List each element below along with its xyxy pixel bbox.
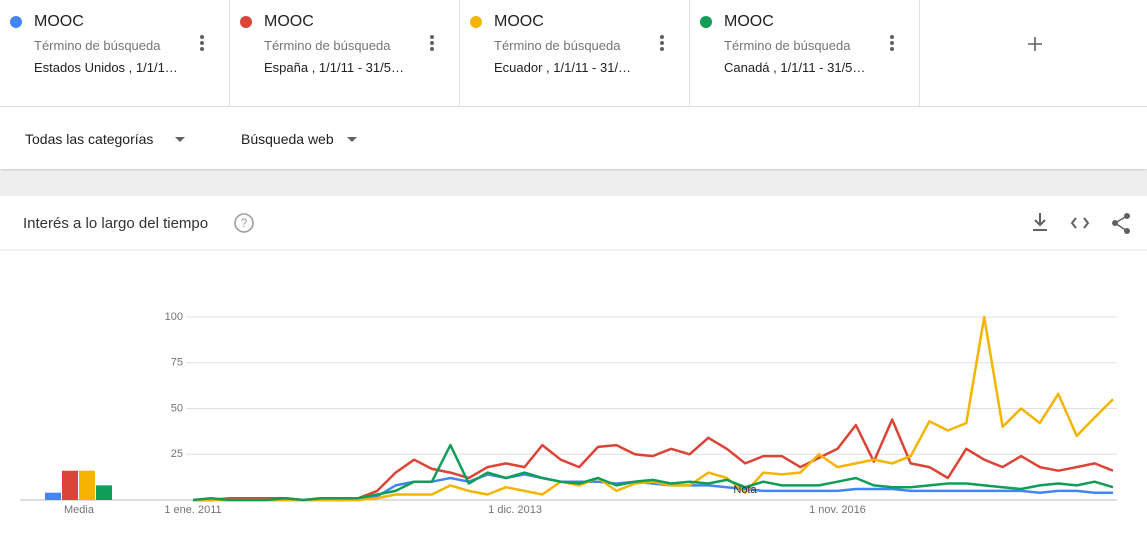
help-icon[interactable]: ? [234,213,254,233]
svg-text:?: ? [241,216,248,230]
series-color [700,16,712,28]
y-tick-label: 25 [171,448,183,460]
series-color [240,16,252,28]
chart-title: Interés a lo largo del tiempo [23,215,208,232]
y-tick-label: 100 [165,311,183,323]
term-card[interactable]: MOOC Término de búsqueda Canadá , 1/1/11 -… [690,0,920,106]
embed-button[interactable] [1070,217,1090,229]
x-tick-label: 1 dic. 2013 [488,504,542,516]
filter-bar: Todas las categorías Búsqueda web [0,107,1147,169]
term: MOOC [724,13,774,30]
menu-button[interactable] [888,34,896,52]
menu-button[interactable] [198,34,206,52]
series-line [192,443,1114,502]
average-bar [62,470,78,500]
term-detail: Estados Unidos , 1/1/1… [34,60,178,75]
term-detail: España , 1/1/11 - 31/5… [264,60,404,75]
series-color [470,16,482,28]
average-bar [79,470,95,500]
annotation: Nota [733,484,757,496]
x-tick-label: 1 nov. 2016 [809,504,866,516]
term-detail: Ecuador , 1/1/11 - 31/… [494,60,632,75]
share-button[interactable] [1112,213,1130,234]
term: MOOC [264,13,314,30]
download-button[interactable] [1033,213,1047,231]
term-card[interactable]: MOOC Término de búsqueda Estados Unidos , … [0,0,230,106]
average-bar [96,485,112,500]
term-type: Término de búsqueda [34,38,161,53]
term: MOOC [494,13,544,30]
series-line [193,315,1114,502]
y-tick-label: 75 [171,357,183,369]
term-type: Término de búsqueda [494,38,621,53]
series-line [193,418,1114,502]
y-tick-label: 50 [171,402,183,414]
add-term-button[interactable] [1027,36,1043,52]
chart: Interés a lo largo del tiempo ? 25 50 75 10… [0,213,1147,516]
term-card[interactable]: MOOC Término de búsqueda España , 1/1/11 -… [230,0,460,106]
term-card[interactable]: MOOC Término de búsqueda Ecuador , 1/1/11 … [460,0,690,106]
series-color [10,16,22,28]
menu-button[interactable] [658,34,666,52]
term-type: Término de búsqueda [264,38,391,53]
term-type: Término de búsqueda [724,38,851,53]
term: MOOC [34,13,84,30]
average-bar [45,492,61,500]
comparison-bar: MOOC Término de búsqueda Estados Unidos , … [0,0,1147,107]
category-dropdown[interactable]: Todas las categorías [25,131,154,147]
dropdown-arrow [175,137,185,142]
search-type-dropdown[interactable]: Búsqueda web [241,131,334,147]
dropdown-arrow [347,137,357,142]
section-gap [0,171,1147,196]
series-line [193,473,1113,502]
x-tick-label: 1 ene. 2011 [164,504,221,516]
average-label: Media [64,504,95,516]
term-detail: Canadá , 1/1/11 - 31/5… [724,60,866,75]
menu-button[interactable] [428,34,436,52]
